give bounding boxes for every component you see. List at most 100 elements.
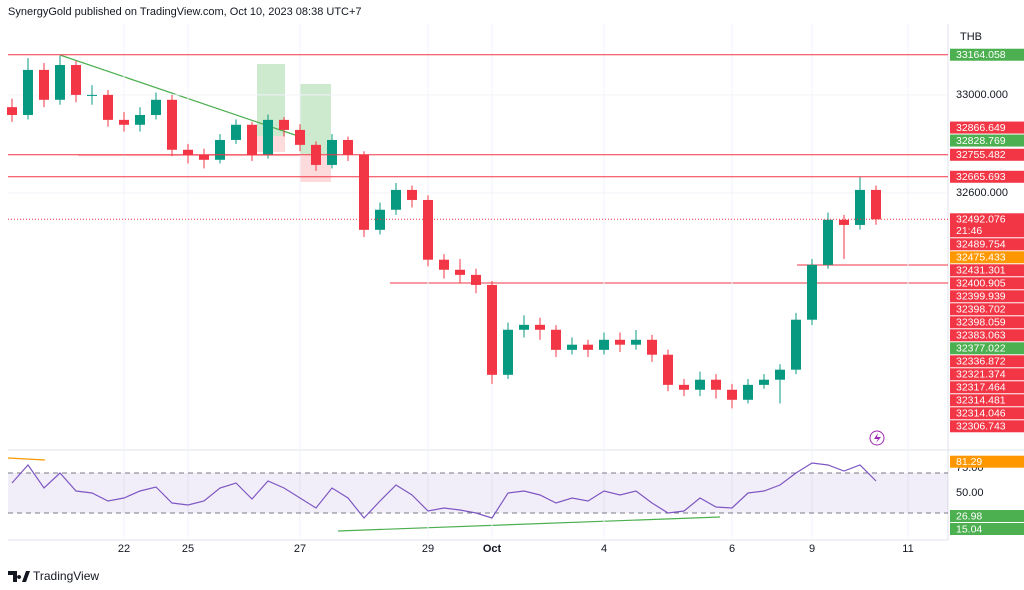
price-badge-label: 32306.743 (956, 421, 1006, 433)
header: SynergyGold published on TradingView.com… (8, 6, 362, 18)
price-badge-label: 32314.481 (956, 395, 1006, 407)
price-badge-label: 33164.058 (956, 49, 1006, 61)
candle-body (679, 384, 689, 390)
x-tick-label: 25 (182, 543, 194, 555)
candle-body (727, 389, 737, 400)
candle-body (823, 219, 833, 265)
price-badge (950, 523, 1024, 536)
candle-body (535, 324, 545, 330)
x-tick-label: 6 (729, 543, 735, 555)
price-badge (950, 368, 1024, 381)
price-badge (950, 48, 1024, 61)
candle-body (503, 329, 513, 375)
price-badge (950, 394, 1024, 407)
price-badge (950, 121, 1024, 134)
price-badge (950, 303, 1024, 316)
price-badge (950, 134, 1024, 147)
x-tick-label: 9 (809, 543, 815, 555)
price-badge-label: 15.04 (956, 523, 982, 535)
price-badge (950, 420, 1024, 433)
price-badge-label: 32398.059 (956, 317, 1006, 329)
price-badge-label: 32398.702 (956, 304, 1006, 316)
candle-body (455, 269, 465, 275)
alert-icon[interactable] (869, 430, 885, 446)
price-badge-label: 32317.464 (956, 382, 1006, 394)
candle-body (519, 324, 529, 330)
price-badge (950, 170, 1024, 183)
y-tick-label: 50.00 (956, 487, 984, 499)
price-badge-label: 32755.482 (956, 149, 1006, 161)
candle-body (55, 65, 65, 100)
price-badge-label: 32314.046 (956, 408, 1006, 420)
price-badge (950, 329, 1024, 342)
rsi-band (8, 473, 948, 513)
price-badge (950, 381, 1024, 394)
price-badge (950, 238, 1024, 251)
price-badge (950, 455, 1024, 468)
candle-body (615, 339, 625, 345)
candle-body (663, 354, 673, 385)
y-tick-label: 32600.000 (956, 187, 1008, 199)
price-badge (950, 290, 1024, 303)
candle-body (551, 329, 561, 350)
candle-body (119, 119, 129, 125)
candle-body (839, 219, 849, 225)
price-badge-label: 32489.754 (956, 239, 1006, 251)
candle-body (743, 384, 753, 400)
price-badge-label: 32475.433 (956, 252, 1006, 264)
candle-body (103, 94, 113, 120)
candle-body (231, 124, 241, 140)
price-badge-label: 32383.063 (956, 330, 1006, 342)
alert-icon (874, 433, 881, 443)
candle-body (775, 369, 785, 380)
countdown: 21:46 (956, 225, 982, 237)
x-tick-label: 22 (118, 543, 130, 555)
price-badge-label: 32321.374 (956, 369, 1006, 381)
price-badge (950, 213, 1024, 238)
candle-body (87, 94, 97, 96)
candle-body (215, 139, 225, 160)
x-tick-label: 27 (294, 543, 306, 555)
candle-body (471, 274, 481, 285)
currency: THB (960, 31, 982, 43)
candle-body (295, 129, 305, 145)
price-badge-label: 32336.872 (956, 356, 1006, 368)
logo (8, 571, 30, 582)
rsi-line (11, 462, 877, 519)
price-badge-label: 32492.076 (956, 214, 1006, 226)
candle-body (631, 339, 641, 345)
candle-body (327, 139, 337, 165)
price-badge-label: 26.98 (956, 510, 982, 522)
candle-body (759, 379, 769, 385)
price-badge (950, 510, 1024, 523)
candle-body (583, 344, 593, 350)
candle-body (247, 124, 257, 155)
price-badge (950, 316, 1024, 329)
candle-body (855, 189, 865, 225)
trendline (7, 457, 46, 461)
candle-body (199, 154, 209, 160)
price-badge-label: 32665.693 (956, 171, 1006, 183)
candle-body (711, 379, 721, 390)
price-badge (950, 407, 1024, 420)
price-badge (950, 342, 1024, 355)
price-badge (950, 277, 1024, 290)
x-tick-label: 11 (902, 543, 913, 555)
price-badge (950, 355, 1024, 368)
candle-body (407, 189, 417, 200)
candle-body (647, 339, 657, 355)
candle-body (39, 69, 49, 100)
candle-body (391, 189, 401, 210)
candle-body (791, 319, 801, 370)
candle-body (151, 99, 161, 115)
price-badge-label: 32400.905 (956, 278, 1006, 290)
candle-body (183, 149, 193, 155)
candle-body (695, 379, 705, 390)
price-badge-label: 32828.769 (956, 135, 1006, 147)
candle-body (23, 69, 33, 115)
candle-body (439, 259, 449, 270)
price-badge-label: 32431.301 (956, 265, 1006, 277)
candle-body (871, 189, 881, 220)
